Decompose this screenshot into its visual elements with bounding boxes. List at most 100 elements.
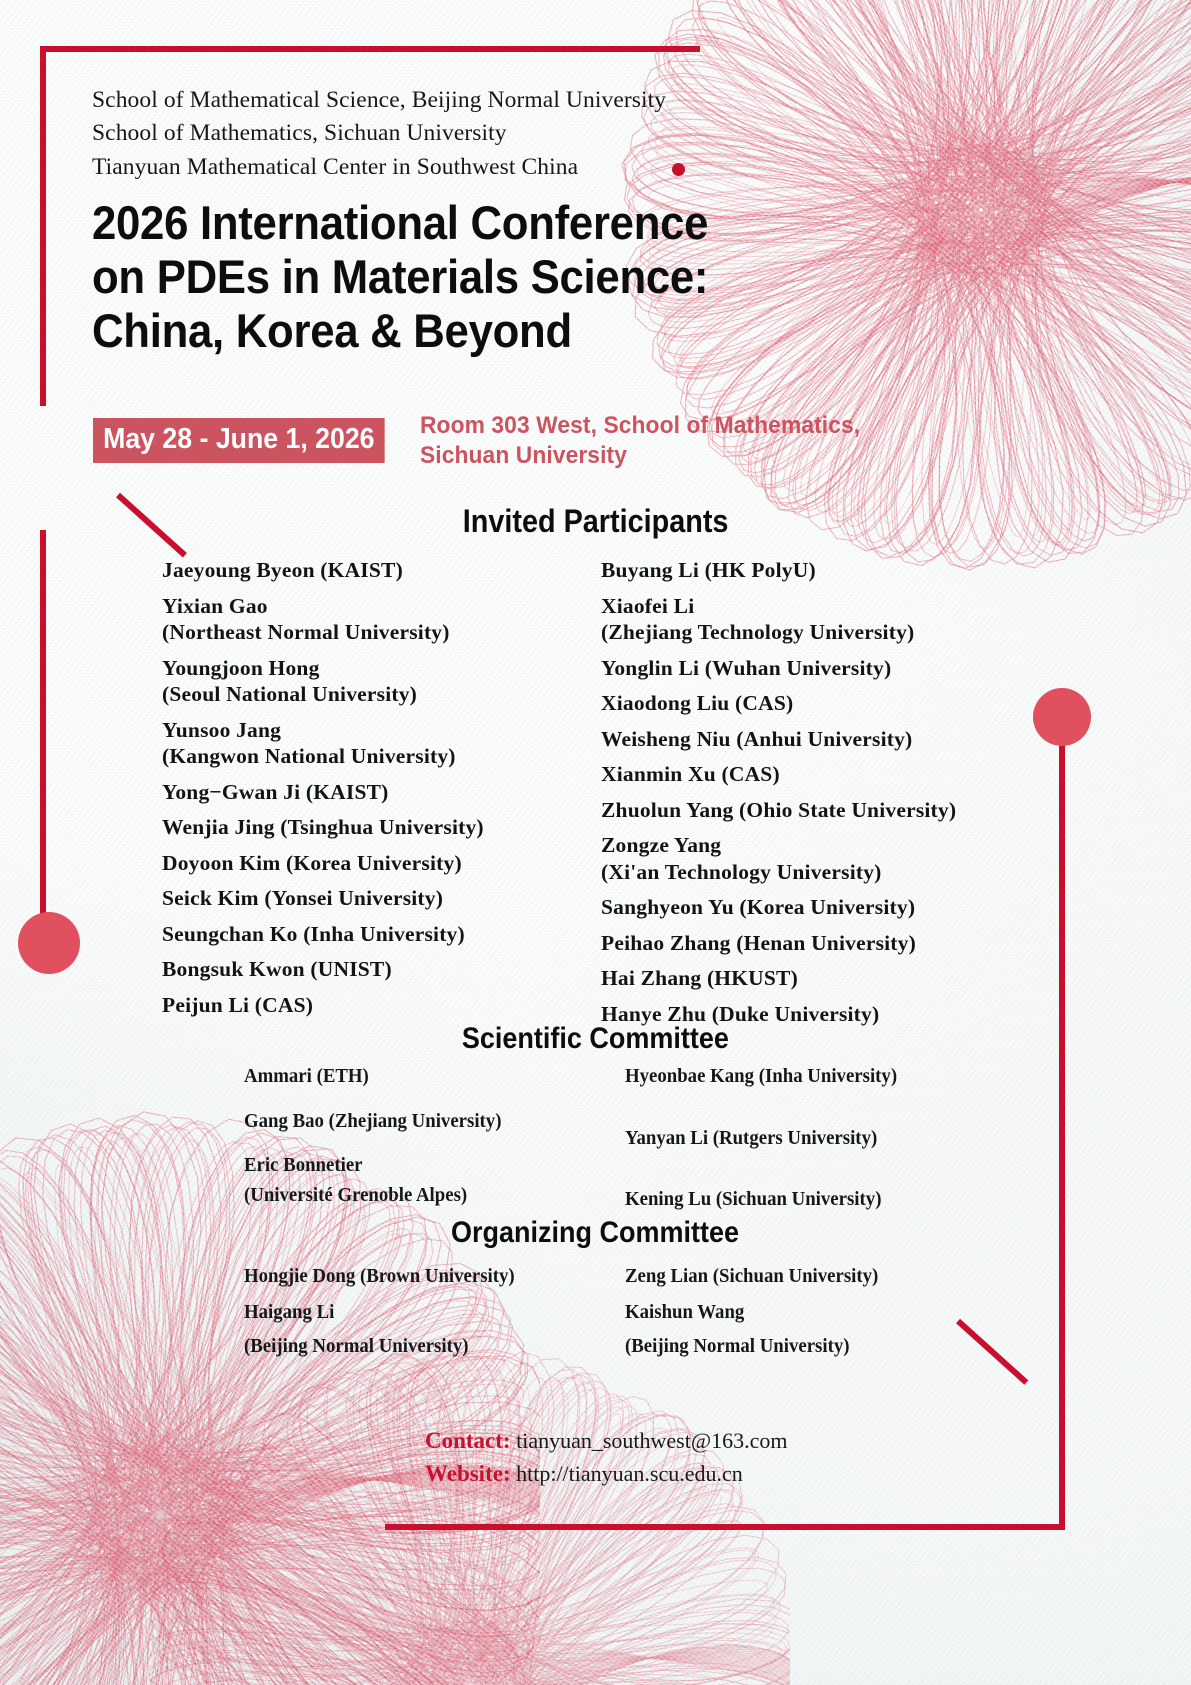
person-entry: Seungchan Ko (Inha University)	[162, 921, 484, 946]
person-name: Zeng Lian (Sichuan University)	[625, 1265, 879, 1287]
person-entry: Peihao Zhang (Henan University)	[601, 930, 956, 955]
person-name: Yong−Gwan Ji (KAIST)	[162, 779, 389, 804]
person-entry: Xiaofei Li (Zhejiang Technology Universit…	[601, 593, 956, 644]
website-label: Website:	[425, 1461, 511, 1487]
contact-email[interactable]: tianyuan_southwest@163.com	[516, 1428, 788, 1453]
person-name: Buyang Li (HK PolyU)	[601, 558, 816, 582]
person-name: Bongsuk Kwon (UNIST)	[162, 957, 392, 981]
person-entry: Yong−Gwan Ji (KAIST)	[162, 779, 484, 804]
organizing-committee-column-left: Hongjie Dong (Brown University) Haigang L…	[244, 1265, 532, 1371]
frame-bottom-horizontal	[385, 1524, 1065, 1530]
organizer-list: School of Mathematical Science, Beijing …	[92, 84, 666, 184]
person-name: Xiaofei Li	[601, 593, 695, 618]
person-entry: Zeng Lian (Sichuan University)	[625, 1265, 878, 1289]
person-name: Hai Zhang (HKUST)	[601, 966, 798, 990]
person-name: Seungchan Ko (Inha University)	[162, 921, 465, 946]
person-name: Weisheng Niu (Anhui University)	[601, 726, 913, 751]
person-entry: Zongze Yang (Xi'an Technology University)	[601, 833, 956, 884]
person-name: Yunsoo Jang	[162, 717, 282, 742]
person-name: Hongjie Dong (Brown University)	[244, 1265, 515, 1287]
venue-line-2: Sichuan University	[420, 442, 627, 469]
person-entry: Hai Zhang (HKUST)	[601, 966, 956, 990]
section-heading-invited: Invited Participants	[0, 503, 1191, 540]
person-entry: Ammari (ETH)	[244, 1065, 501, 1089]
title-line-2: on PDEs in Materials Science:	[92, 249, 709, 303]
person-name: Doyoon Kim (Korea University)	[162, 850, 462, 875]
person-entry: Yonglin Li (Wuhan University)	[601, 655, 956, 680]
frame-right-vertical	[1059, 728, 1065, 1528]
person-name: Peijun Li (CAS)	[162, 992, 314, 1017]
frame-top-horizontal	[40, 46, 700, 52]
contact-label: Contact:	[425, 1428, 511, 1453]
section-heading-scientific: Scientific Committee	[0, 1022, 1191, 1056]
person-name: Youngjoon Hong	[162, 655, 320, 680]
section-heading-invited-label: Invited Participants	[462, 503, 729, 539]
person-name: Hyeonbae Kang (Inha University)	[625, 1065, 898, 1087]
person-entry: Jaeyoung Byeon (KAIST)	[162, 558, 484, 582]
poster-title: 2026 International Conference on PDEs in…	[92, 196, 708, 357]
invited-participants-column-right: Buyang Li (HK PolyU) Xiaofei Li (Zhejiang …	[601, 558, 957, 1039]
invited-participants-column-left: Jaeyoung Byeon (KAIST) Yixian Gao (Northea…	[162, 558, 484, 1030]
person-name: Zhuolun Yang (Ohio State University)	[601, 797, 957, 822]
person-affiliation: (Seoul National University)	[162, 682, 418, 706]
venue-block: Room 303 West, School of Mathematics, Si…	[420, 411, 860, 471]
person-name: Ammari (ETH)	[244, 1065, 369, 1087]
person-name: Eric Bonnetier	[244, 1154, 363, 1177]
title-line-3: China, Korea & Beyond	[92, 303, 572, 357]
website-url[interactable]: http://tianyuan.scu.edu.cn	[516, 1461, 743, 1487]
person-entry: Hongjie Dong (Brown University)	[244, 1265, 515, 1289]
person-name: Yixian Gao	[162, 593, 268, 618]
person-entry: Eric Bonnetier (Université Grenoble Alpes…	[244, 1154, 501, 1207]
section-heading-organizing: Organizing Committee	[0, 1216, 1191, 1250]
person-affiliation: (Xi'an Technology University)	[601, 859, 882, 884]
person-affiliation: (Beijing Normal University)	[625, 1335, 850, 1358]
scientific-committee-column-right: Hyeonbae Kang (Inha University) Yanyan Li…	[625, 1065, 914, 1250]
person-name: Hanye Zhu (Duke University)	[601, 1001, 880, 1026]
frame-dot-right	[1033, 688, 1091, 746]
person-entry: Xiaodong Liu (CAS)	[601, 692, 956, 715]
person-entry: Gang Bao (Zhejiang University)	[244, 1110, 501, 1134]
person-name: Zongze Yang	[601, 833, 722, 857]
organizing-committee-column-right: Zeng Lian (Sichuan University) Kaishun Wa…	[625, 1265, 894, 1371]
person-affiliation: (Northeast Normal University)	[162, 620, 450, 644]
frame-dot-title	[672, 163, 685, 176]
person-name: Seick Kim (Yonsei University)	[162, 886, 444, 910]
person-entry: Buyang Li (HK PolyU)	[601, 558, 956, 582]
organizer-line-1: School of Mathematical Science, Beijing …	[92, 87, 667, 113]
person-name: Yonglin Li (Wuhan University)	[601, 655, 892, 680]
diagonal-accent-right	[955, 1318, 1029, 1385]
organizer-line-3: Tianyuan Mathematical Center in Southwes…	[92, 153, 579, 180]
frame-dot-left	[18, 912, 80, 974]
section-heading-scientific-label: Scientific Committee	[461, 1022, 730, 1055]
person-entry: Xianmin Xu (CAS)	[601, 762, 956, 786]
title-line-1: 2026 International Conference	[92, 196, 709, 249]
frame-top-left-vertical	[40, 46, 46, 406]
person-affiliation: (Beijing Normal University)	[244, 1335, 469, 1358]
person-name: Peihao Zhang (Henan University)	[601, 930, 916, 955]
venue-line-1: Room 303 West, School of Mathematics,	[420, 412, 861, 439]
person-entry: Yanyan Li (Rutgers University)	[625, 1127, 897, 1151]
scientific-committee-column-left: Ammari (ETH) Gang Bao (Zhejiang Universit…	[244, 1065, 518, 1228]
person-entry: Bongsuk Kwon (UNIST)	[162, 957, 484, 981]
contact-website-row: Website: http://tianyuan.scu.edu.cn	[425, 1457, 787, 1490]
person-entry: Zhuolun Yang (Ohio State University)	[601, 797, 957, 822]
person-entry: Kening Lu (Sichuan University)	[625, 1188, 897, 1212]
person-entry: Youngjoon Hong (Seoul National University…	[162, 655, 484, 706]
person-name: Gang Bao (Zhejiang University)	[244, 1109, 502, 1132]
contact-block: Contact: tianyuan_southwest@163.com Webs…	[425, 1424, 787, 1491]
person-name: Xianmin Xu (CAS)	[601, 762, 780, 786]
person-entry: Sanghyeon Yu (Korea University)	[601, 895, 956, 919]
person-name: Kening Lu (Sichuan University)	[625, 1188, 882, 1211]
person-affiliation: (Zhejiang Technology University)	[601, 620, 915, 644]
person-entry: Haigang Li (Beijing Normal University)	[244, 1301, 515, 1359]
person-entry: Yunsoo Jang (Kangwon National University)	[162, 717, 484, 768]
person-affiliation: (Université Grenoble Alpes)	[244, 1183, 468, 1206]
frame-left-vertical	[40, 530, 46, 920]
section-heading-organizing-label: Organizing Committee	[451, 1216, 740, 1249]
person-entry: Peijun Li (CAS)	[162, 992, 484, 1017]
person-name: Jaeyoung Byeon (KAIST)	[162, 558, 403, 582]
person-entry: Wenjia Jing (Tsinghua University)	[162, 816, 484, 839]
person-name: Sanghyeon Yu (Korea University)	[601, 895, 916, 919]
contact-email-row: Contact: tianyuan_southwest@163.com	[425, 1424, 787, 1457]
